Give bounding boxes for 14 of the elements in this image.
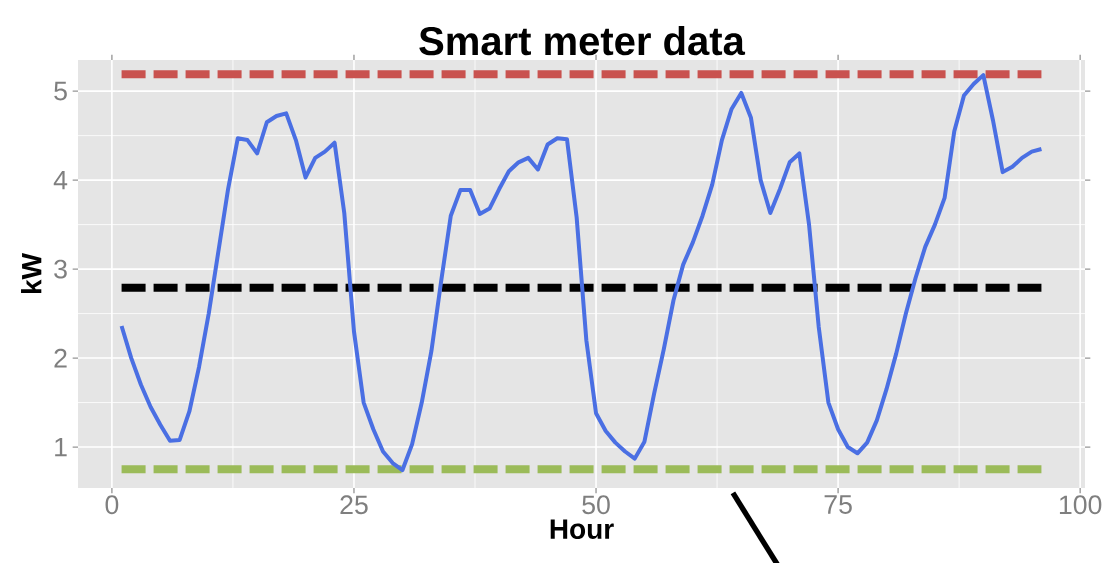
line-series	[119, 73, 1044, 473]
y-axis-title: kW	[21, 253, 42, 294]
x-tick-label: 25	[340, 495, 368, 515]
x-tick-label: 0	[105, 495, 119, 515]
y-tick-label: 2	[54, 348, 67, 368]
x-tick-label: 50	[582, 495, 610, 515]
y-tick-label: 5	[54, 81, 67, 101]
x-tick-label: 100	[1059, 495, 1102, 515]
y-tick-label: 3	[54, 259, 67, 279]
chart-title: Smart meter data	[419, 25, 746, 56]
x-tick-label: 75	[824, 495, 852, 514]
y-tick-label: 4	[53, 170, 68, 190]
y-tick-label: 1	[55, 437, 67, 457]
x-axis-title: Hour	[550, 519, 614, 539]
